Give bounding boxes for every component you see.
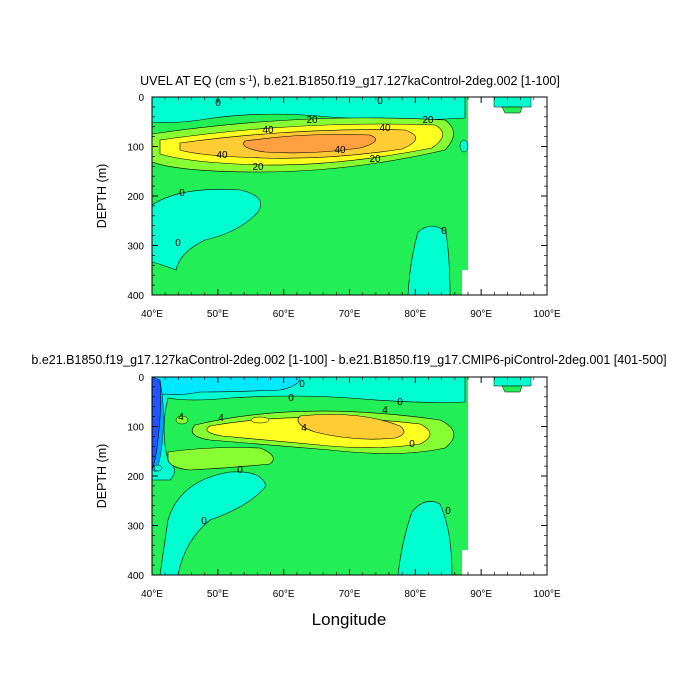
top-contour-label: 40 (262, 125, 274, 136)
bottom-x-tick-label: 60°E (273, 589, 295, 600)
top-x-tick-label: 50°E (207, 309, 229, 320)
bottom-y-tick-label: 200 (127, 472, 144, 483)
bottom-contour-label: 0 (288, 393, 294, 404)
bottom-deep-negative-west (159, 471, 267, 575)
bottom-y-tick-label: 0 (138, 373, 144, 384)
bottom-y-axis-label: DEPTH (m) (95, 444, 109, 509)
top-core-band-4 (243, 133, 376, 154)
top-x-tick-label: 90°E (470, 309, 492, 320)
top-ocean-edge (462, 97, 468, 270)
top-x-tick-label: 80°E (404, 309, 426, 320)
top-y-tick-label: 300 (127, 242, 144, 253)
bottom-x-tick-label: 100°E (533, 589, 561, 600)
top-edge-patch (459, 139, 469, 153)
bottom-deep-negative-east (397, 501, 453, 575)
top-east-patch-neg (493, 97, 532, 108)
bottom-contour-label: 0 (299, 379, 305, 390)
top-x-tick-label: 40°E (141, 309, 163, 320)
bottom-contour-label: 0 (237, 465, 243, 476)
top-contour-label: 0 (377, 96, 383, 107)
top-contour-label: 0 (215, 98, 221, 109)
top-contour-label: 0 (175, 238, 181, 249)
top-contour-label: 40 (216, 150, 228, 161)
top-east-patch-zero (501, 106, 523, 114)
bottom-contour-label: 0 (201, 516, 207, 527)
top-y-tick-label: 0 (138, 93, 144, 104)
bottom-x-axis: 40°E 50°E 60°E 70°E 80°E 90°E 100°E (141, 377, 561, 600)
bottom-contour-label: 0 (445, 506, 451, 517)
top-contour-label: 20 (369, 154, 381, 165)
top-x-tick-label: 70°E (339, 309, 361, 320)
top-contour-label: 20 (252, 162, 264, 173)
top-contour-label: 0 (179, 188, 185, 199)
bottom-small-yellow (250, 416, 270, 424)
bottom-land-step (462, 550, 468, 575)
bottom-panel: b.e21.B1850.f19_g17.127kaControl-2deg.00… (31, 353, 666, 600)
top-y-tick-label: 400 (127, 291, 144, 302)
bottom-x-tick-label: 80°E (404, 589, 426, 600)
top-x-tick-label: 100°E (533, 309, 561, 320)
top-y-tick-label: 100 (127, 143, 144, 154)
bottom-contour-label: 0 (409, 439, 415, 450)
bottom-surface-negative-2 (152, 377, 301, 397)
top-contour-label: 0 (441, 226, 447, 237)
bottom-contour-field (152, 377, 547, 575)
top-deep-negative-west (152, 189, 261, 271)
bottom-y-tick-label: 400 (127, 571, 144, 582)
bottom-east-patch-neg (493, 377, 532, 387)
top-y-axis-label: DEPTH (m) (95, 164, 109, 229)
top-contour-label: 40 (379, 123, 391, 134)
top-contour-label: 20 (306, 115, 318, 126)
bottom-x-tick-label: 90°E (470, 589, 492, 600)
bottom-small-positive (175, 415, 189, 425)
bottom-contour-label: 4 (178, 412, 184, 423)
bottom-contour-label: 4 (301, 423, 307, 434)
top-contour-label: 40 (334, 145, 346, 156)
top-y-tick-label: 200 (127, 192, 144, 203)
top-x-tick-label: 60°E (273, 309, 295, 320)
top-contour-field (152, 97, 547, 295)
top-x-axis: 40°E 50°E 60°E 70°E 80°E 90°E 100°E (141, 97, 561, 320)
top-panel: UVEL AT EQ (cm s-1), b.e21.B1850.f19_g17… (95, 74, 561, 320)
bottom-contour-label: 4 (218, 413, 224, 424)
bottom-core-band-3 (297, 414, 405, 440)
bottom-x-tick-label: 40°E (141, 589, 163, 600)
bottom-contour-label: 0 (397, 397, 403, 408)
top-deep-negative-east (407, 225, 451, 295)
bottom-x-tick-label: 50°E (207, 589, 229, 600)
bottom-contour-label: 4 (382, 405, 388, 416)
bottom-west-boundary-mid (152, 379, 164, 473)
bottom-small-patch (153, 464, 163, 472)
bottom-east-patch-zero (501, 385, 523, 393)
bottom-x-tick-label: 70°E (339, 589, 361, 600)
top-contour-labels: 0 0 20 20 40 40 40 40 20 20 0 0 0 (175, 96, 447, 249)
top-land-step (462, 270, 468, 295)
bottom-y-tick-label: 100 (127, 423, 144, 434)
bottom-y-tick-label: 300 (127, 522, 144, 533)
top-contour-label: 20 (422, 115, 434, 126)
x-axis-title: Longitude (312, 610, 387, 629)
bottom-panel-title: b.e21.B1850.f19_g17.127kaControl-2deg.00… (31, 353, 666, 367)
bottom-deep-positive (167, 447, 274, 471)
top-panel-title: UVEL AT EQ (cm s-1), b.e21.B1850.f19_g17… (140, 74, 560, 88)
bottom-ocean-edge (462, 377, 468, 550)
